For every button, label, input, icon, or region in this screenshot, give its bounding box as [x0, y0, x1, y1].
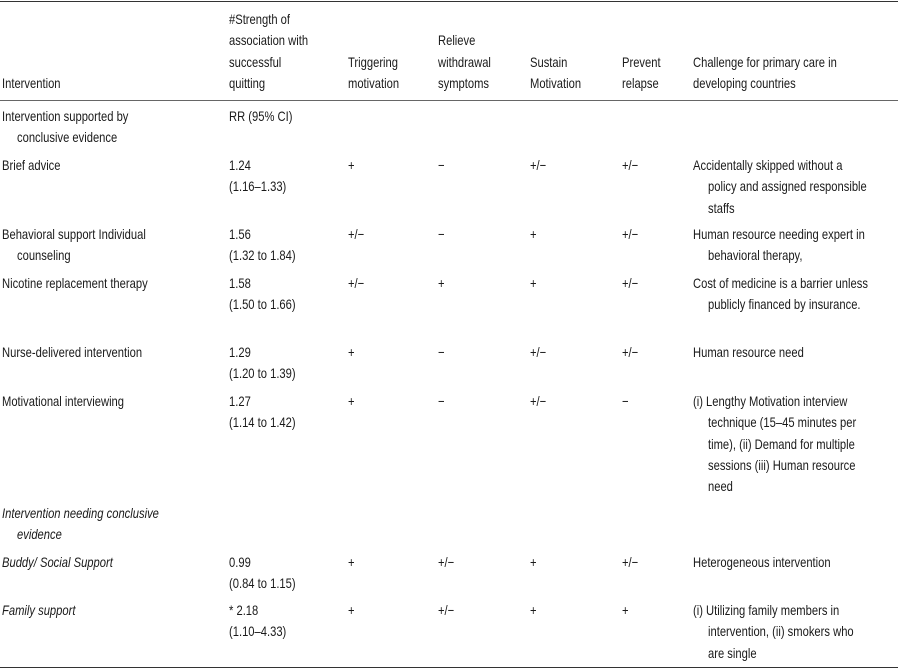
header-cell: Intervention [2, 75, 61, 91]
header-cell: successful [229, 53, 282, 70]
table-cell: intervention, (ii) smokers who [708, 623, 854, 640]
table-cell: +/− [622, 226, 639, 242]
header-rule [0, 100, 898, 101]
table-cell: + [438, 275, 445, 291]
table-cell: − [622, 393, 629, 409]
header-cell: developing countries [693, 75, 796, 91]
table-cell: 1.29 [229, 344, 251, 360]
table-cell: +/− [622, 554, 639, 570]
table-cell: Accidentally skipped without a [693, 157, 843, 173]
table-cell: (0.84 to 1.15) [229, 575, 296, 592]
table-cell: + [348, 157, 355, 173]
table-cell: 1.24 [229, 157, 251, 173]
table-cell: need [708, 478, 733, 495]
header-cell: Triggering [348, 53, 399, 70]
header-cell: quitting [229, 75, 266, 91]
table-cell: Human resource needing expert in [693, 226, 865, 242]
table-cell: counseling [17, 247, 71, 264]
table-cell: evidence [17, 526, 62, 543]
table-cell: Nicotine replacement therapy [2, 275, 148, 291]
table-cell: (i) Lengthy Motivation interview [693, 393, 848, 409]
table-cell: +/− [622, 157, 639, 173]
header-cell: Prevent [622, 53, 661, 70]
table-cell: +/− [622, 275, 639, 291]
table-cell: (1.16–1.33) [229, 178, 287, 195]
table-cell: (i) Utilizing family members in [693, 602, 840, 618]
table-cell: + [530, 275, 537, 291]
table-cell: (1.20 to 1.39) [229, 365, 296, 382]
header-cell: Sustain [530, 53, 568, 70]
table-cell: (1.14 to 1.42) [229, 414, 296, 431]
table-cell: Buddy/ Social Support [2, 554, 113, 570]
table-cell: +/− [438, 554, 455, 570]
table-cell: RR (95% CI) [229, 108, 293, 124]
table-cell: + [348, 344, 355, 360]
table-cell: + [622, 602, 629, 618]
table-cell: +/− [530, 393, 547, 409]
table-cell: 1.58 [229, 275, 251, 291]
header-cell: relapse [622, 75, 659, 91]
table-cell: + [348, 602, 355, 618]
table-cell: 1.56 [229, 226, 251, 242]
table-cell: * 2.18 [229, 602, 259, 618]
table-cell: are single [708, 644, 757, 661]
table-cell: − [438, 157, 445, 173]
table-cell: +/− [622, 344, 639, 360]
table-cell: sessions (iii) Human resource [708, 456, 856, 473]
table-cell: Family support [2, 602, 76, 618]
table-cell: − [438, 393, 445, 409]
table-cell: + [530, 602, 537, 618]
table-cell: + [348, 554, 355, 570]
table-cell: − [438, 344, 445, 360]
table-cell: Human resource need [693, 344, 804, 360]
table-cell: +/− [530, 157, 547, 173]
table-cell: + [530, 554, 537, 570]
header-cell: motivation [348, 75, 400, 91]
table-cell: Behavioral support Individual [2, 226, 146, 242]
table-cell: 0.99 [229, 554, 251, 570]
header-cell: symptoms [438, 75, 490, 91]
table-cell: +/− [348, 226, 365, 242]
header-cell: #Strength of [229, 11, 291, 28]
table-cell: time), (ii) Demand for multiple [708, 435, 855, 452]
header-cell: Motivation [530, 75, 582, 91]
top-rule [0, 1, 898, 2]
table-cell: + [530, 226, 537, 242]
table-cell: Heterogeneous intervention [693, 554, 831, 570]
table-cell: (1.50 to 1.66) [229, 296, 296, 313]
header-cell: Relieve [438, 32, 476, 49]
table-cell: Intervention needing conclusive [2, 505, 159, 521]
header-cell: association with [229, 32, 309, 49]
table-cell: policy and assigned responsible [708, 178, 867, 195]
table-cell: − [438, 226, 445, 242]
table-cell: +/− [438, 602, 455, 618]
table-cell: staffs [708, 199, 735, 216]
table-cell: behavioral therapy, [708, 247, 803, 264]
table-cell: Intervention supported by [2, 108, 129, 124]
table-cell: 1.27 [229, 393, 251, 409]
table-cell: + [348, 393, 355, 409]
table-cell: (1.10–4.33) [229, 623, 287, 640]
table-cell: conclusive evidence [17, 129, 118, 146]
table-cell: publicly financed by insurance. [708, 296, 861, 313]
table-cell: Motivational interviewing [2, 393, 125, 409]
table-cell: Brief advice [2, 157, 61, 173]
table-cell: +/− [348, 275, 365, 291]
table-cell: (1.32 to 1.84) [229, 247, 296, 264]
table-cell: +/− [530, 344, 547, 360]
header-cell: withdrawal [438, 53, 491, 70]
table-cell: Cost of medicine is a barrier unless [693, 275, 868, 291]
table-cell: technique (15–45 minutes per [708, 414, 857, 431]
header-cell: Challenge for primary care in [693, 53, 837, 70]
bottom-rule [0, 667, 898, 668]
table-cell: Nurse-delivered intervention [2, 344, 143, 360]
